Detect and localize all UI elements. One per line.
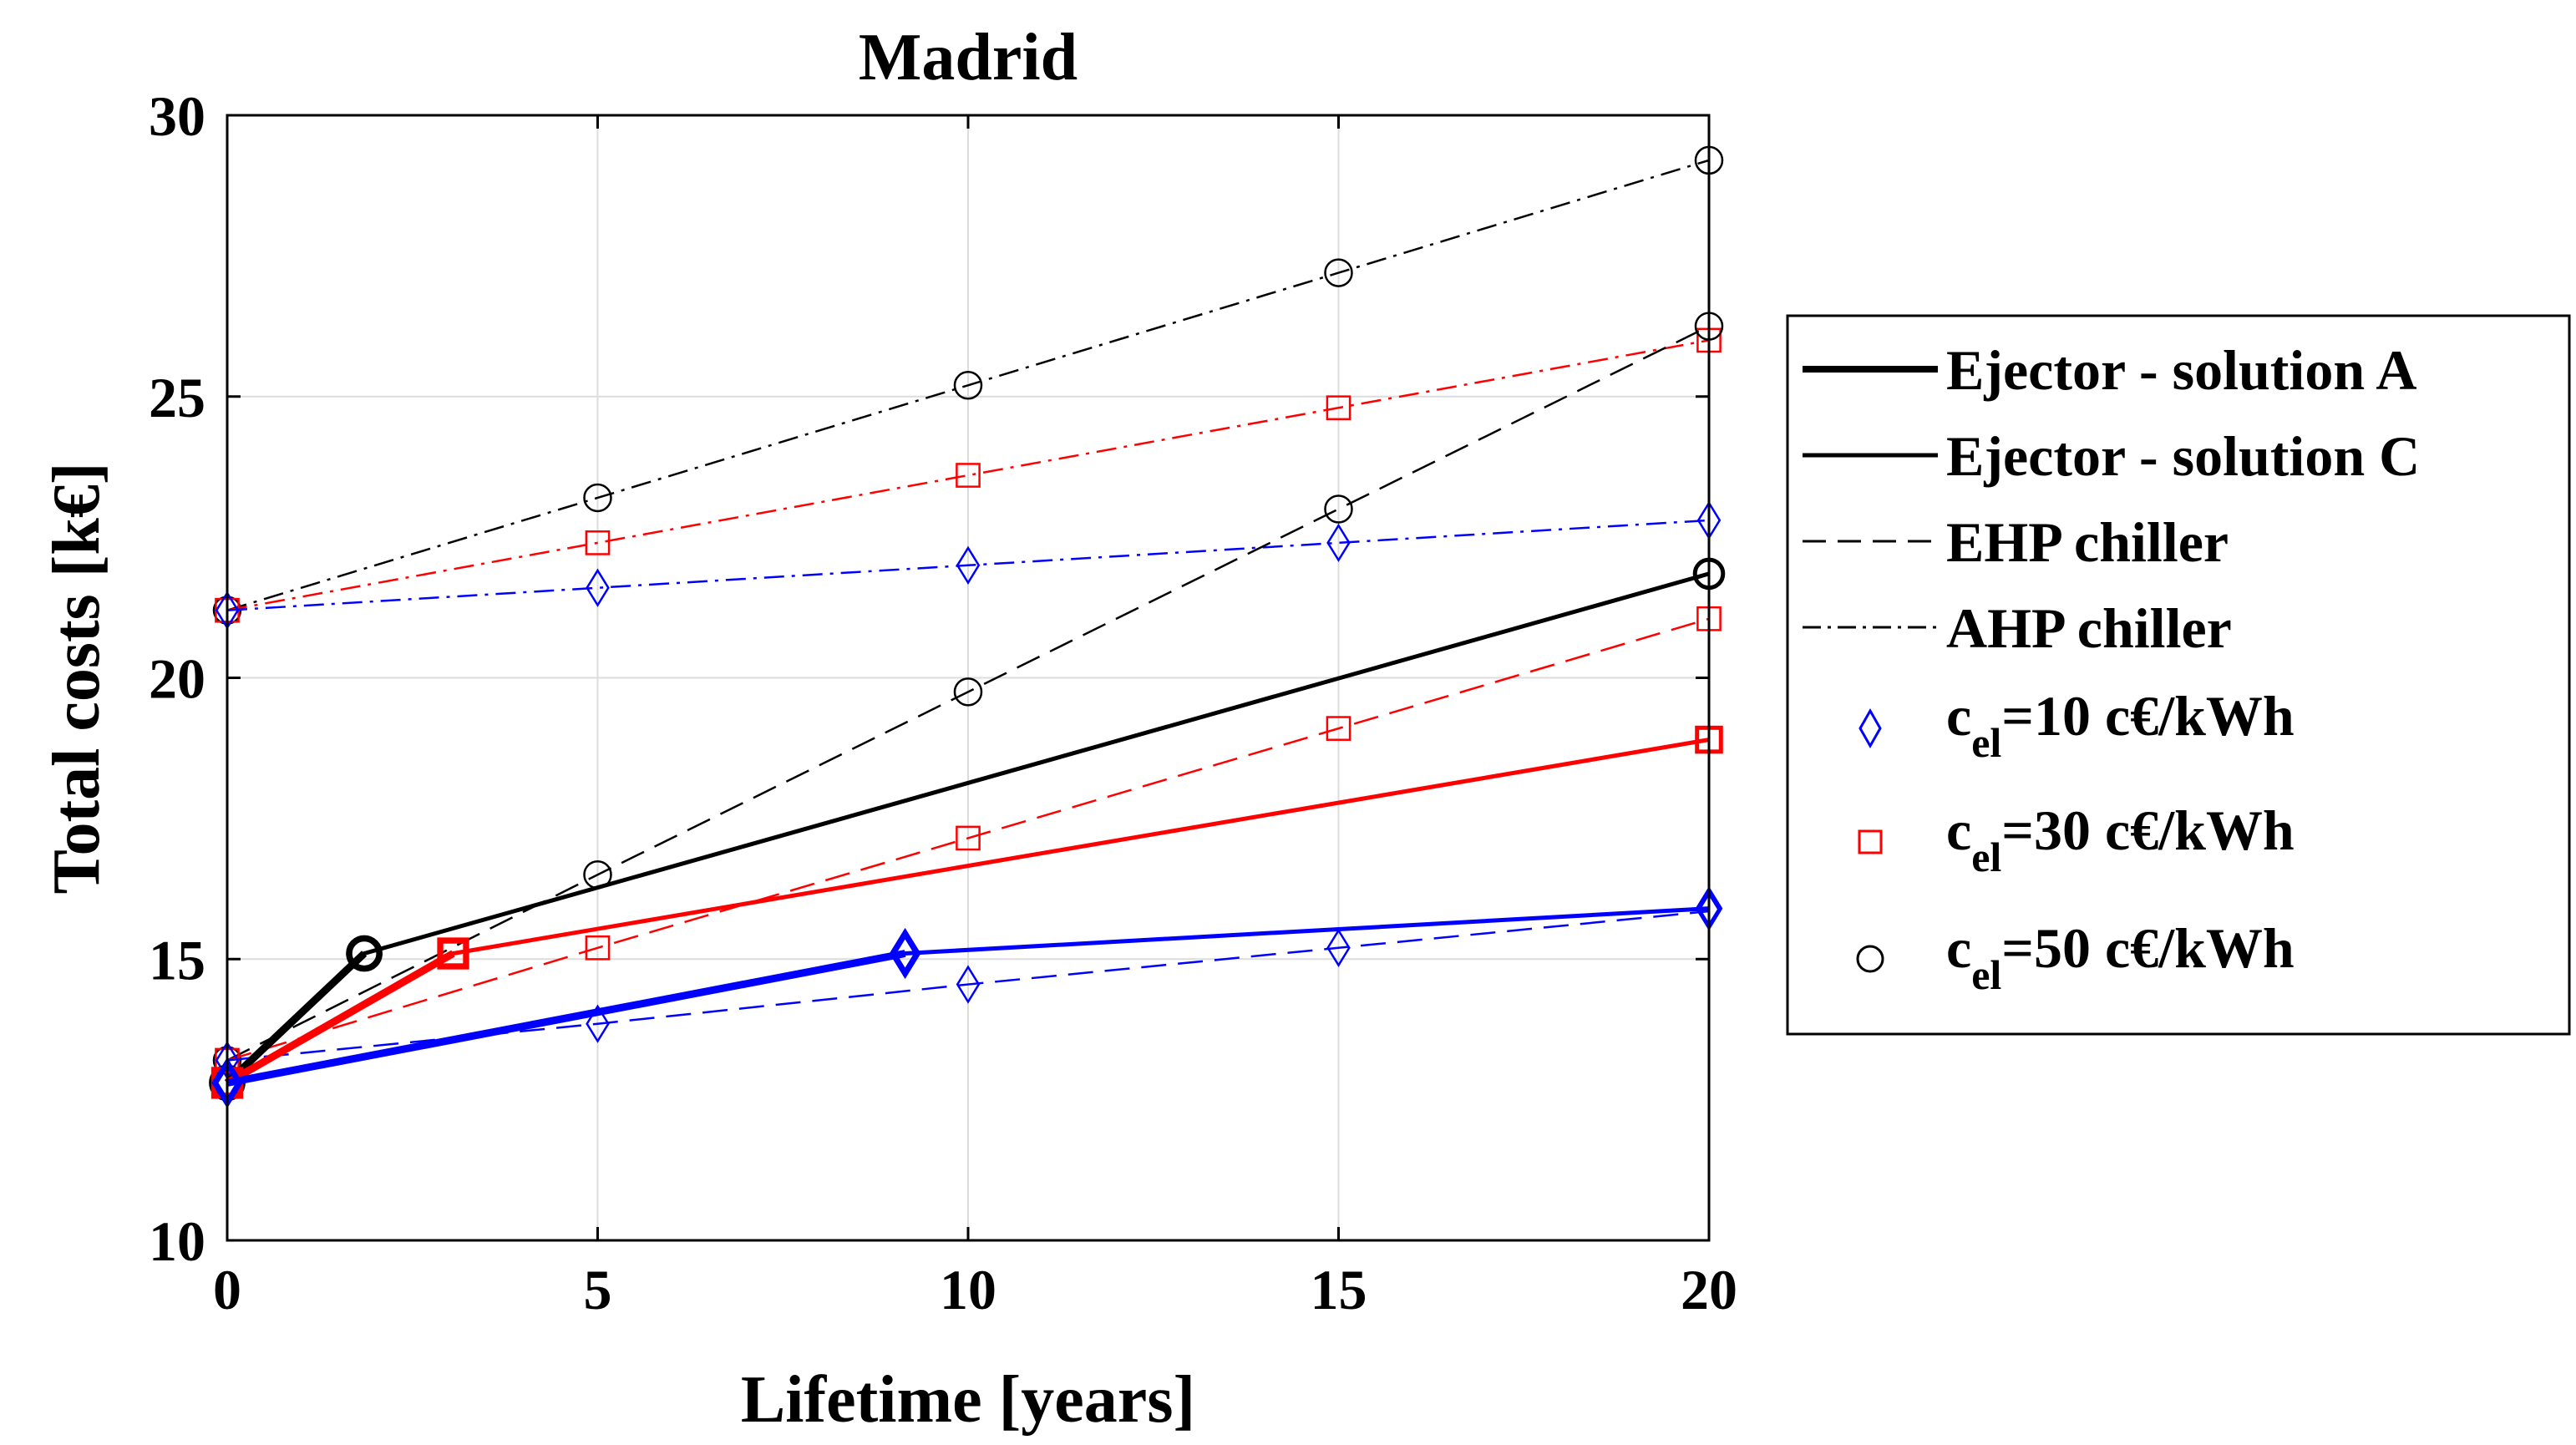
data-point-circle: [953, 677, 983, 707]
y-tick-label: 20: [149, 647, 205, 711]
x-tick-label: 5: [584, 1258, 612, 1321]
legend-rest-30: =30 c€/kWh: [2001, 799, 2294, 862]
data-point-square: [585, 935, 611, 961]
x-tick-label: 10: [940, 1258, 996, 1321]
data-point-diamond: [956, 965, 981, 1004]
legend-label-ahp: AHP chiller: [1946, 596, 2232, 660]
legend-label-cel30: cel=30 c€/kWh: [1946, 799, 2295, 880]
legend-sub-10: el: [1971, 719, 2001, 766]
data-point-square: [1326, 395, 1351, 421]
data-point-diamond: [1326, 523, 1351, 563]
legend-marker-circle: [1856, 945, 1884, 973]
data-point-circle: [1324, 494, 1353, 524]
data-point-square: [585, 530, 611, 555]
plot-series: [209, 145, 1726, 1109]
y-tick-label: 25: [149, 366, 205, 429]
legend-label-ehp: EHP chiller: [1946, 510, 2229, 574]
y-tick-label: 30: [149, 84, 205, 148]
legend-marker-square: [1858, 829, 1883, 854]
x-axis-title: Lifetime [years]: [741, 1363, 1195, 1437]
series-line: [226, 519, 1710, 611]
legend: Ejector - solution A Ejector - solution …: [1786, 314, 2571, 1036]
data-point-square: [956, 825, 981, 851]
data-point-diamond: [889, 927, 921, 980]
data-point-diamond: [586, 1004, 610, 1043]
series-line: [224, 951, 368, 1086]
data-point-circle: [953, 371, 983, 400]
legend-label-cel50: cel=50 c€/kWh: [1946, 916, 2295, 998]
legend-box: [1786, 314, 2571, 1036]
axis-ticks: 0 5 10 15 20 10 15 20 25 30: [149, 84, 1737, 1321]
legend-sub-50: el: [1971, 951, 2001, 998]
legend-c-30: c: [1946, 799, 1971, 862]
series-line: [226, 910, 1710, 1062]
legend-label-cel10: cel=10 c€/kWh: [1946, 684, 2295, 766]
data-point-square: [956, 463, 981, 488]
legend-c-50: c: [1946, 916, 1971, 980]
data-point-circle: [1324, 258, 1353, 287]
series-line: [226, 325, 1710, 1062]
data-point-square: [437, 937, 469, 970]
data-point-square: [1326, 716, 1351, 741]
series-line: [226, 950, 906, 1087]
legend-rest-50: =50 c€/kWh: [2001, 916, 2294, 980]
data-point-diamond: [956, 545, 981, 585]
y-axis-title: Total costs [k€]: [40, 462, 114, 894]
legend-label-solution-a: Ejector - solution A: [1946, 338, 2417, 402]
x-tick-label: 15: [1311, 1258, 1367, 1321]
series-10: [210, 937, 469, 1099]
legend-label-solution-c: Ejector - solution C: [1946, 424, 2420, 488]
series-line: [225, 950, 455, 1087]
series-line: [226, 617, 1710, 1062]
x-tick-label: 0: [213, 1258, 241, 1321]
legend-sub-30: el: [1971, 834, 2001, 880]
legend-c-10: c: [1946, 684, 1971, 748]
series-line: [226, 159, 1710, 611]
data-point-diamond: [586, 568, 610, 607]
y-tick-label: 10: [149, 1209, 205, 1273]
legend-rest-10: =10 c€/kWh: [2001, 684, 2294, 748]
x-tick-label: 20: [1681, 1258, 1737, 1321]
data-point-diamond: [1326, 928, 1351, 967]
data-point-circle: [346, 935, 383, 972]
chart-title: Madrid: [859, 21, 1078, 94]
legend-marker-diamond: [1858, 707, 1882, 749]
y-tick-label: 15: [149, 928, 205, 991]
data-point-circle: [583, 483, 612, 513]
